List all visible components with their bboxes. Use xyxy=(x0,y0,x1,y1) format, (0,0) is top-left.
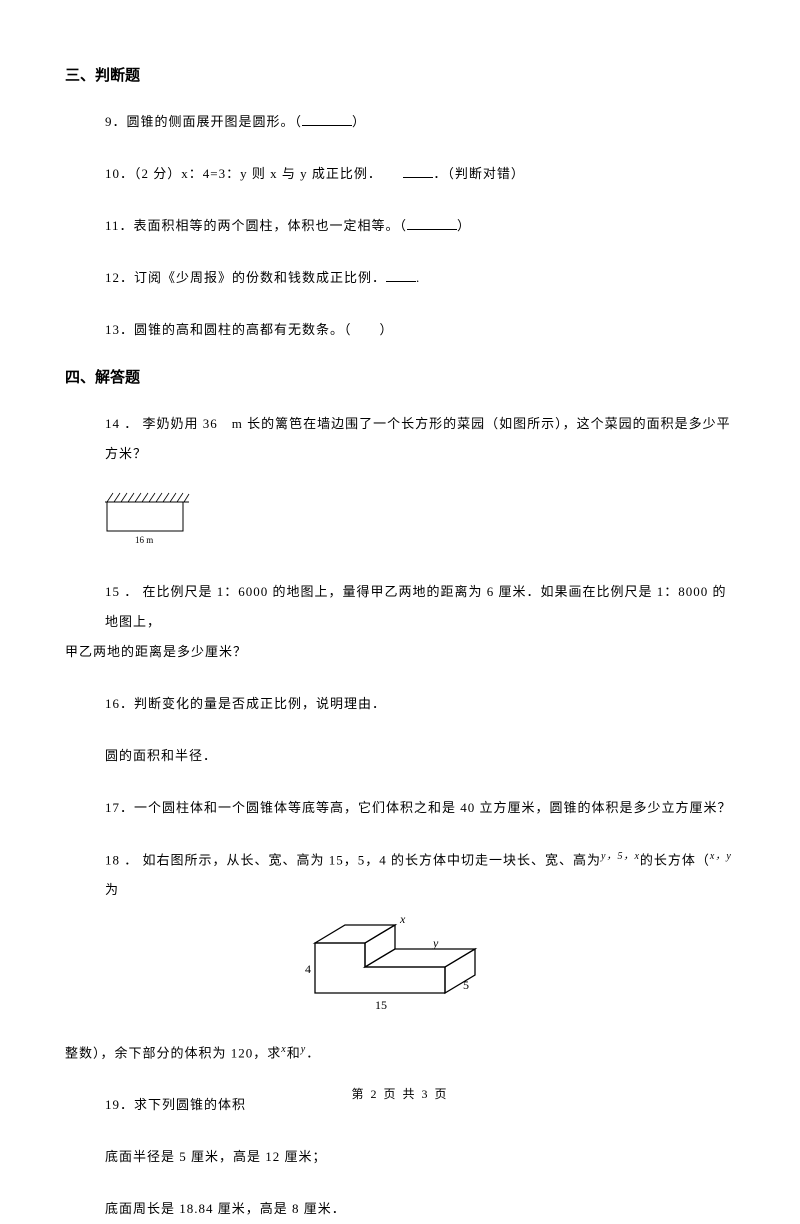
q18-2a: 整数），余下部分的体积为 120，求 xyxy=(65,1045,281,1060)
box-label-x: x xyxy=(399,912,406,926)
section-4-heading: 四、解答题 xyxy=(65,366,735,387)
box-label-y: y xyxy=(432,936,439,950)
q19-l3: 底面周长是 18.84 厘米，高是 8 厘米． xyxy=(105,1201,346,1216)
q18-sup2: x，y xyxy=(710,851,732,862)
q10-after: ．（判断对错） xyxy=(433,166,525,181)
blank xyxy=(386,270,416,282)
q18-1c: 为 xyxy=(105,882,119,897)
q16-l1: 16．判断变化的量是否成正比例，说明理由． xyxy=(105,696,386,711)
question-19-line2: 底面半径是 5 厘米，高是 12 厘米； xyxy=(105,1142,735,1172)
q18-2c: ． xyxy=(306,1045,320,1060)
question-19-line3: 底面周长是 18.84 厘米，高是 8 厘米． xyxy=(105,1194,735,1224)
q12-text: 12．订阅《少周报》的份数和钱数成正比例． xyxy=(105,270,386,285)
question-18-line2: 整数），余下部分的体积为 120，求x和y． xyxy=(65,1038,735,1068)
q18-1a: 18 ． 如右图所示，从长、宽、高为 15，5，4 的长方体中切走一块长、宽、高… xyxy=(105,852,601,867)
cuboid-svg: x y 4 15 5 xyxy=(295,905,505,1020)
q12-after: . xyxy=(416,270,420,285)
box-label-15: 15 xyxy=(375,998,387,1012)
q11-text: 11．表面积相等的两个圆柱，体积也一定相等。（ xyxy=(105,218,407,233)
question-9: 9．圆锥的侧面展开图是圆形。（ ） xyxy=(105,107,735,137)
q18-sup1: y，5，x xyxy=(601,851,640,862)
q10-text: 10．（2 分）x：4=3：y 则 x 与 y 成正比例． xyxy=(105,166,375,181)
q9-text: 9．圆锥的侧面展开图是圆形。（ xyxy=(105,114,302,129)
question-13: 13．圆锥的高和圆柱的高都有无数条。（ ） xyxy=(105,315,735,345)
footer-text: 第 2 页 共 3 页 xyxy=(351,1087,448,1101)
q18-2b: 和 xyxy=(287,1045,301,1060)
q9-after: ） xyxy=(352,114,366,129)
question-15-line1: 15 ． 在比例尺是 1：6000 的地图上，量得甲乙两地的距离为 6 厘米．如… xyxy=(105,577,735,637)
cuboid-diagram: x y 4 15 5 xyxy=(65,905,735,1024)
page-footer: 第 2 页 共 3 页 xyxy=(0,1085,800,1102)
question-16-line2: 圆的面积和半径． xyxy=(105,741,735,771)
wall-diagram: 16 m xyxy=(105,491,735,549)
q17-text: 17．一个圆柱体和一个圆锥体等底等高，它们体积之和是 40 立方厘米，圆锥的体积… xyxy=(105,800,732,815)
question-12: 12．订阅《少周报》的份数和钱数成正比例．. xyxy=(105,263,735,293)
blank xyxy=(403,166,433,178)
q11-after: ） xyxy=(457,218,471,233)
question-16-line1: 16．判断变化的量是否成正比例，说明理由． xyxy=(105,689,735,719)
question-15-line2: 甲乙两地的距离是多少厘米？ xyxy=(65,637,735,667)
question-14: 14 ． 李奶奶用 36 m 长的篱笆在墙边围了一个长方形的菜园（如图所示），这… xyxy=(105,409,735,469)
blank xyxy=(407,218,457,230)
q16-l2: 圆的面积和半径． xyxy=(105,748,217,763)
q15-l2: 甲乙两地的距离是多少厘米？ xyxy=(65,644,247,659)
q13-text: 13．圆锥的高和圆柱的高都有无数条。（ ） xyxy=(105,322,394,337)
box-label-5: 5 xyxy=(463,978,469,992)
question-11: 11．表面积相等的两个圆柱，体积也一定相等。（ ） xyxy=(105,211,735,241)
question-10: 10．（2 分）x：4=3：y 则 x 与 y 成正比例． ．（判断对错） xyxy=(105,159,735,189)
wall-label: 16 m xyxy=(135,535,153,545)
blank xyxy=(302,114,352,126)
section-3-heading: 三、判断题 xyxy=(65,64,735,85)
q14-text: 14 ． 李奶奶用 36 m 长的篱笆在墙边围了一个长方形的菜园（如图所示），这… xyxy=(105,416,731,461)
q18-1b: 的长方体（ xyxy=(640,852,710,867)
box-label-4: 4 xyxy=(305,962,311,976)
q15-l1: 15 ． 在比例尺是 1：6000 的地图上，量得甲乙两地的距离为 6 厘米．如… xyxy=(105,584,727,629)
question-18-line1: 18 ． 如右图所示，从长、宽、高为 15，5，4 的长方体中切走一块长、宽、高… xyxy=(105,845,735,905)
q19-l2: 底面半径是 5 厘米，高是 12 厘米； xyxy=(105,1149,327,1164)
question-17: 17．一个圆柱体和一个圆锥体等底等高，它们体积之和是 40 立方厘米，圆锥的体积… xyxy=(105,793,735,823)
wall-svg: 16 m xyxy=(105,491,195,545)
